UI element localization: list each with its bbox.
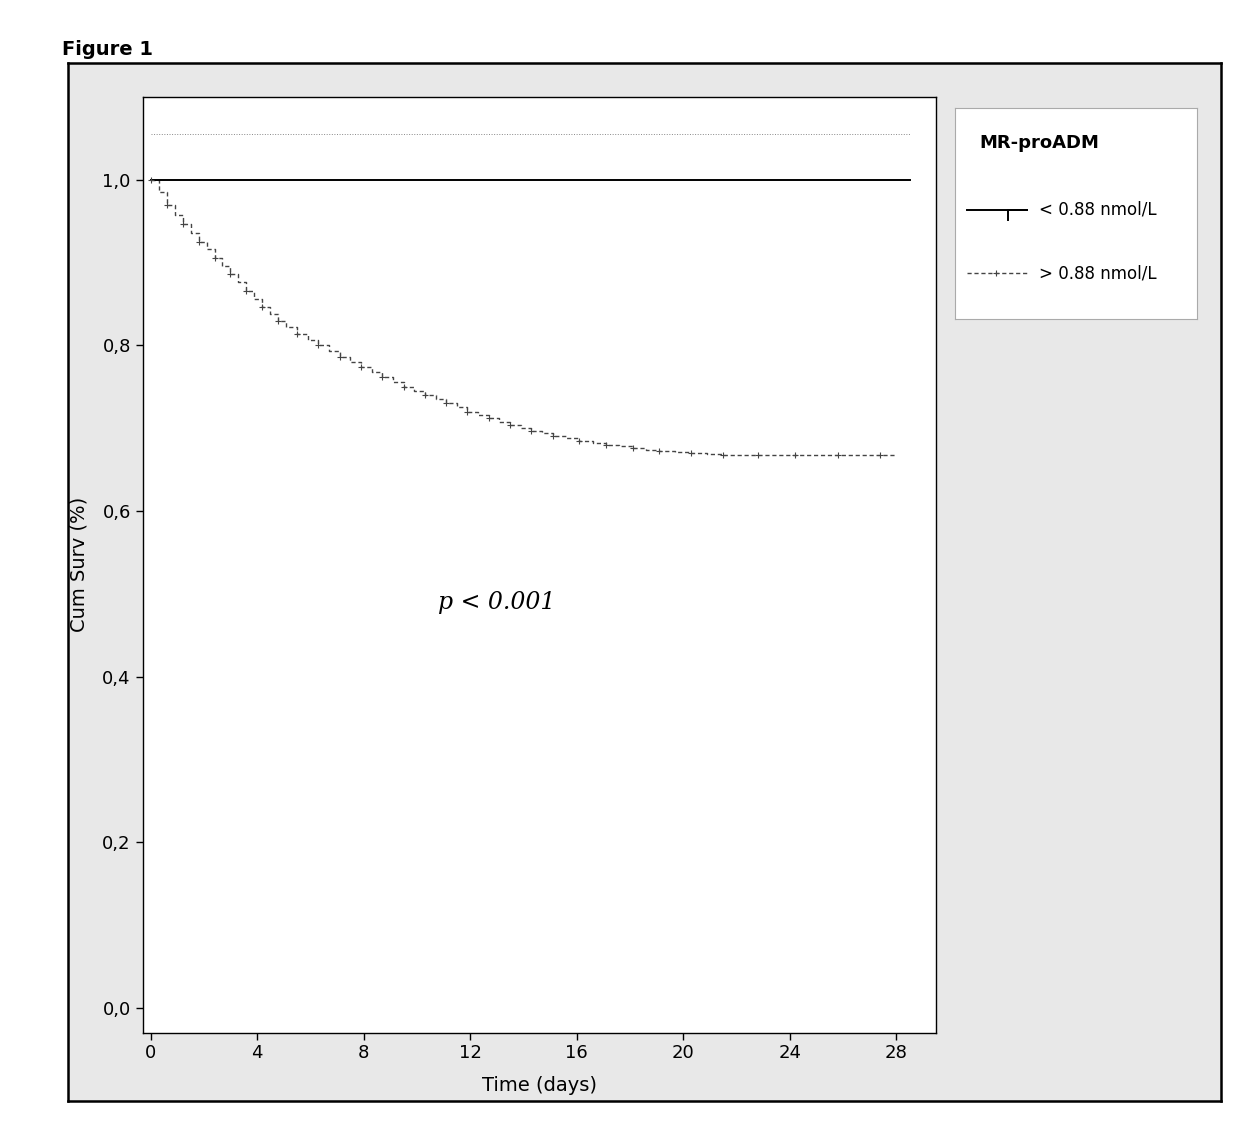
Text: Figure 1: Figure 1 <box>62 40 153 59</box>
X-axis label: Time (days): Time (days) <box>482 1076 596 1095</box>
Y-axis label: Cum Surv (%): Cum Surv (%) <box>69 497 88 632</box>
Text: p < 0.001: p < 0.001 <box>438 591 556 614</box>
Text: MR-proADM: MR-proADM <box>980 133 1099 152</box>
Text: < 0.88 nmol/L: < 0.88 nmol/L <box>1039 201 1157 219</box>
Text: > 0.88 nmol/L: > 0.88 nmol/L <box>1039 264 1157 282</box>
